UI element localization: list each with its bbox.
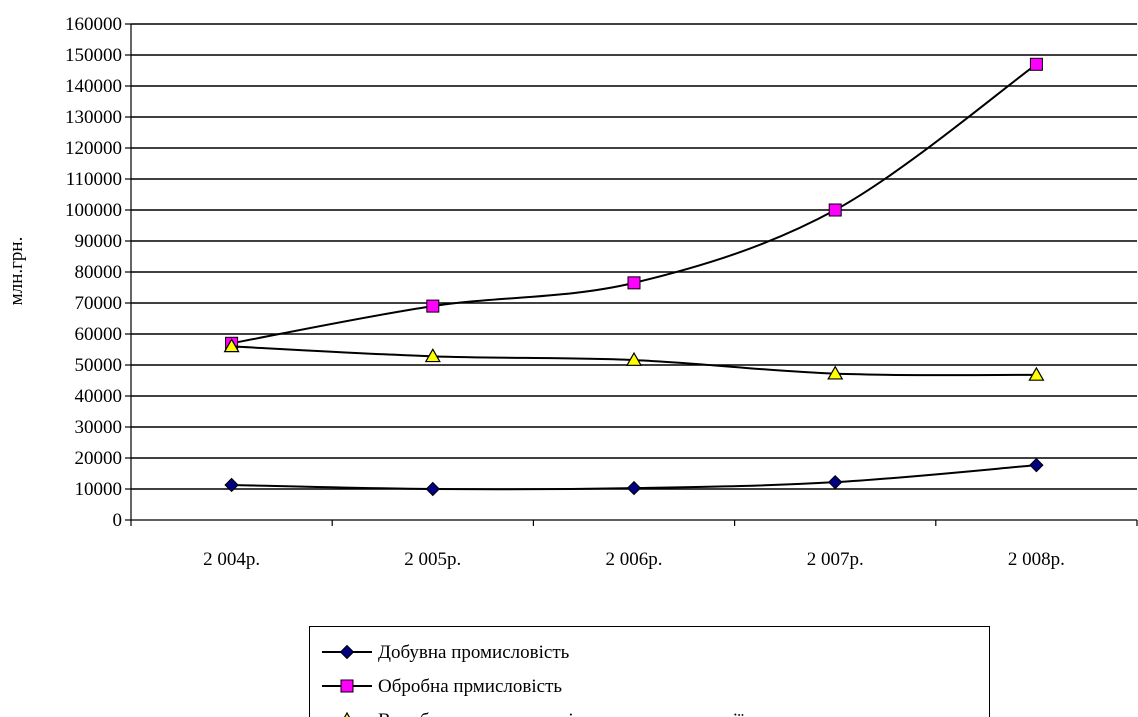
- legend-label: Виробництво та розподілення електроенерг…: [378, 710, 850, 717]
- y-tick-label: 150000: [65, 45, 122, 66]
- data-point: [1029, 457, 1044, 473]
- legend-label: Добувна промисловість: [378, 642, 570, 663]
- data-point: [626, 480, 642, 496]
- x-tick-label: 2 004р.: [203, 549, 260, 570]
- data-point: [426, 299, 440, 313]
- x-tick-label: 2 006р.: [606, 549, 663, 570]
- y-tick-label: 40000: [75, 386, 123, 407]
- data-point: [827, 365, 844, 380]
- data-point: [625, 351, 643, 366]
- series-1: [224, 457, 1044, 497]
- axes: [125, 23, 1138, 526]
- y-tick-label: 80000: [75, 262, 123, 283]
- gridlines: [131, 23, 1137, 490]
- x-tick-labels: 2 004р. 2 005р. 2 006р. 2 007р. 2 008р.: [203, 549, 1065, 570]
- y-tick-label: 130000: [65, 107, 122, 128]
- data-point: [424, 348, 441, 363]
- x-tick-label: 2 007р.: [807, 549, 864, 570]
- data-point: [425, 481, 441, 497]
- data-point: [627, 276, 641, 290]
- y-tick-label: 140000: [65, 76, 122, 97]
- data-point: [1029, 57, 1043, 71]
- x-tick-label: 2 008р.: [1008, 549, 1065, 570]
- legend-marker: [344, 711, 350, 717]
- series-3: [223, 338, 1045, 381]
- series-line: [231, 63, 1037, 345]
- data-point: [223, 338, 240, 353]
- data-point: [827, 474, 843, 490]
- y-axis-title: млн.грн.: [6, 237, 27, 306]
- y-tick-label: 70000: [75, 293, 123, 314]
- y-tick-label: 30000: [75, 417, 123, 438]
- y-tick-label: 90000: [75, 231, 123, 252]
- y-tick-label: 120000: [65, 138, 122, 159]
- data-point: [1028, 366, 1045, 381]
- legend-box: [309, 626, 990, 717]
- series-layer: [223, 57, 1045, 497]
- y-tick-label: 0: [113, 510, 123, 531]
- data-point: [224, 477, 239, 493]
- series-2: [225, 57, 1043, 350]
- data-point: [828, 203, 842, 217]
- y-tick-label: 60000: [75, 324, 123, 345]
- legend: Добувна промисловість Обробна прмисловіст…: [309, 626, 990, 717]
- legend-marker: [339, 644, 355, 660]
- y-tick-label: 10000: [75, 479, 123, 500]
- y-tick-label: 50000: [75, 355, 123, 376]
- y-tick-label: 100000: [65, 200, 122, 221]
- legend-marker: [340, 679, 354, 693]
- x-tick-label: 2 005р.: [404, 549, 461, 570]
- y-tick-labels: 0 10000 20000 30000 40000 50000 60000 70000 8000…: [65, 14, 122, 531]
- y-tick-label: 110000: [66, 169, 122, 190]
- legend-label: Обробна прмисловість: [378, 676, 562, 697]
- y-tick-label: 160000: [65, 14, 122, 35]
- y-tick-label: 20000: [75, 448, 123, 469]
